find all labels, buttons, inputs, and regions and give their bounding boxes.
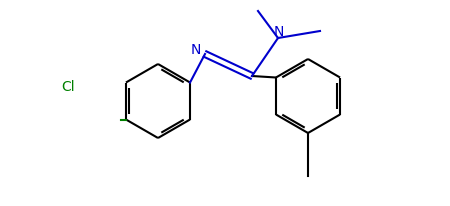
Text: N: N	[191, 43, 201, 57]
Text: Cl: Cl	[61, 80, 75, 94]
Text: N: N	[274, 25, 284, 39]
